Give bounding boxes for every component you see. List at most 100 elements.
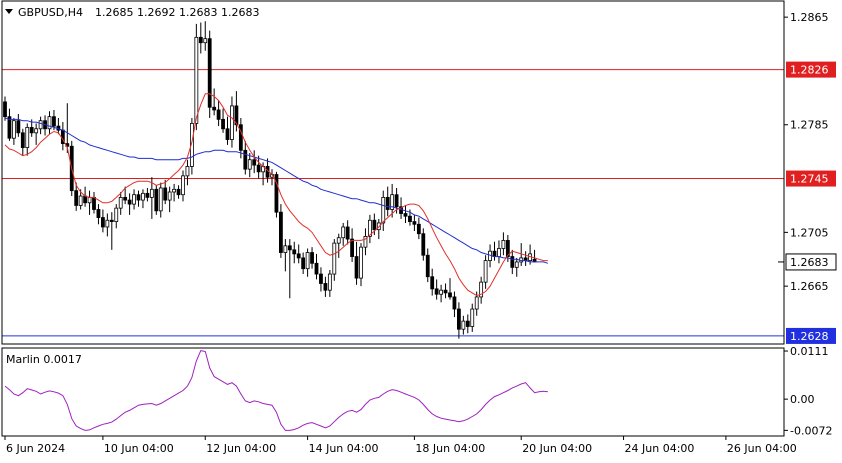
candle-body <box>381 196 386 224</box>
candle-body <box>225 128 230 140</box>
candle-body <box>434 288 439 295</box>
price-plot-frame <box>1 0 785 345</box>
candle-body <box>421 233 426 256</box>
candle-body <box>78 195 83 206</box>
candle-body <box>505 240 510 257</box>
candle-body <box>92 196 96 210</box>
indicator-title: Marlin 0.0017 <box>6 353 82 366</box>
candle-body <box>305 252 310 270</box>
slow-ma-line <box>4 117 549 264</box>
candle-body <box>149 188 154 198</box>
candle-body <box>430 276 435 290</box>
candle-body <box>341 226 346 239</box>
candle-body <box>390 194 395 210</box>
candle-body <box>25 127 30 149</box>
candle-body <box>198 36 203 44</box>
ohlc-readout: 1.2685 1.2692 1.2683 1.2683 <box>95 6 259 19</box>
candle-body <box>310 252 314 264</box>
candle-body <box>385 196 390 210</box>
candle-body <box>20 132 25 149</box>
price-plot-area <box>2 21 784 339</box>
candle-body <box>47 116 52 130</box>
candle-body <box>470 308 475 327</box>
candle-body <box>230 105 234 140</box>
time-tick-label: 12 Jun 04:00 <box>206 442 276 455</box>
candle-body <box>314 262 319 275</box>
candle-body <box>118 196 123 209</box>
level-price-label: 1.2745 <box>790 173 829 186</box>
indicator-tick-label: 0.00 <box>790 393 815 406</box>
level-price-tag <box>786 61 836 78</box>
candle-body <box>29 127 34 134</box>
last-price-tag <box>785 253 837 271</box>
candle-body <box>7 116 12 139</box>
candle-body <box>416 223 421 235</box>
candle-body <box>448 292 452 298</box>
level-price-label: 1.2826 <box>790 64 829 77</box>
indicator-plot-area <box>4 350 548 431</box>
candle-body <box>38 120 43 130</box>
candle-body <box>412 221 417 225</box>
price-tick-label: 1.2665 <box>790 280 829 293</box>
candle-body <box>296 253 301 259</box>
candle-body <box>439 289 444 295</box>
candle-body <box>11 120 16 139</box>
candle-body <box>359 246 363 279</box>
candle-body <box>114 207 119 222</box>
candle-body <box>367 219 372 237</box>
candle-body <box>167 191 172 201</box>
candle-body <box>456 308 461 330</box>
candle-body <box>283 245 288 253</box>
candle-body <box>74 190 79 206</box>
candle-body <box>185 166 190 177</box>
candle-body <box>203 38 208 44</box>
candle-body <box>207 38 212 108</box>
candle-body <box>154 188 159 212</box>
last-price-label: 1.2683 <box>790 256 829 269</box>
candle-body <box>96 209 101 218</box>
candle-body <box>172 188 177 193</box>
candle-body <box>163 187 168 201</box>
candle-body <box>194 36 199 124</box>
candle-body <box>501 240 506 249</box>
candle-body <box>327 273 332 291</box>
level-price-tag <box>786 327 836 344</box>
candle-body <box>3 101 7 118</box>
candle-body <box>189 123 194 167</box>
indicator-tick-label: -0.0072 <box>790 424 832 437</box>
price-tick-label: 1.2865 <box>790 11 829 24</box>
candle-body <box>323 283 328 291</box>
candle-body <box>52 116 56 127</box>
candle-body <box>332 242 337 275</box>
candle-body <box>292 249 297 255</box>
candle-body <box>403 213 408 217</box>
candle-body <box>243 149 248 170</box>
level-price-tag <box>786 170 836 187</box>
candle-body <box>465 320 470 327</box>
candle-body <box>221 118 225 130</box>
symbol-menu-icon[interactable] <box>5 9 13 14</box>
candle-body <box>141 192 145 201</box>
candle-body <box>252 159 257 166</box>
candle-body <box>483 260 488 283</box>
candle-body <box>394 194 399 208</box>
symbol-label: GBPUSD,H4 <box>18 6 83 19</box>
chart-header: GBPUSD,H4 1.2685 1.2692 1.2683 1.2683 <box>5 6 259 19</box>
candle-body <box>83 195 87 204</box>
candle-body <box>16 120 21 134</box>
candle-body <box>212 106 217 111</box>
candle-body <box>101 217 105 228</box>
time-tick-label: 10 Jun 04:00 <box>104 442 174 455</box>
candle-body <box>123 196 128 201</box>
candle-body <box>350 238 355 257</box>
candle-body <box>510 256 515 268</box>
price-tick-label: 1.2705 <box>790 226 829 239</box>
candle-body <box>461 320 466 330</box>
time-tick-label: 14 Jun 04:00 <box>309 442 379 455</box>
candle-body <box>87 196 92 204</box>
time-tick-label: 20 Jun 04:00 <box>522 442 592 455</box>
candle-body <box>274 174 279 213</box>
candle-body <box>301 257 306 270</box>
candle-body <box>345 226 350 240</box>
